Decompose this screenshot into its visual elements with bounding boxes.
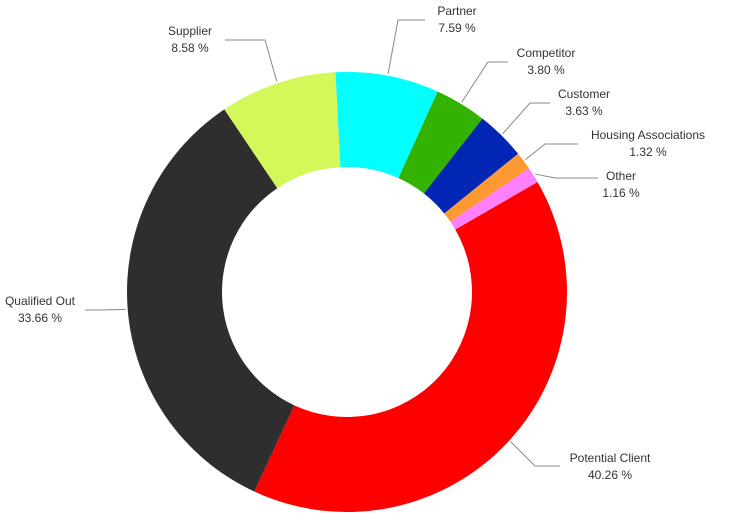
slice: [423, 118, 519, 214]
leader-line: [502, 102, 550, 135]
value-label: 1.16 %: [602, 186, 640, 200]
slice-label: Housing Associations: [591, 128, 705, 142]
leader-line: [85, 308, 126, 311]
slice-label: Customer: [558, 87, 610, 101]
slice-label: Other: [606, 169, 636, 183]
leader-line: [534, 173, 598, 179]
slice-label: Partner: [437, 4, 476, 18]
leader-line: [461, 61, 508, 103]
slice: [127, 109, 295, 492]
value-label: 1.32 %: [629, 145, 667, 159]
value-label: 7.59 %: [438, 21, 476, 35]
slice: [444, 153, 530, 222]
slice: [398, 91, 483, 194]
slice-label: Qualified Out: [5, 294, 76, 308]
slice-label: Supplier: [168, 24, 212, 38]
leader-line: [525, 143, 578, 161]
leader-line: [225, 39, 278, 82]
slice: [254, 182, 567, 512]
slice: [224, 72, 341, 189]
slice: [450, 168, 538, 230]
value-label: 33.66 %: [18, 311, 62, 325]
value-label: 8.58 %: [171, 41, 209, 55]
slice-label: Competitor: [517, 46, 576, 60]
leader-line: [510, 441, 560, 467]
value-label: 3.80 %: [527, 63, 565, 77]
value-label: 40.26 %: [588, 468, 632, 482]
slice-label: Potential Client: [570, 451, 651, 465]
value-label: 3.63 %: [565, 104, 603, 118]
leader-line: [387, 19, 425, 74]
slice: [335, 72, 438, 179]
